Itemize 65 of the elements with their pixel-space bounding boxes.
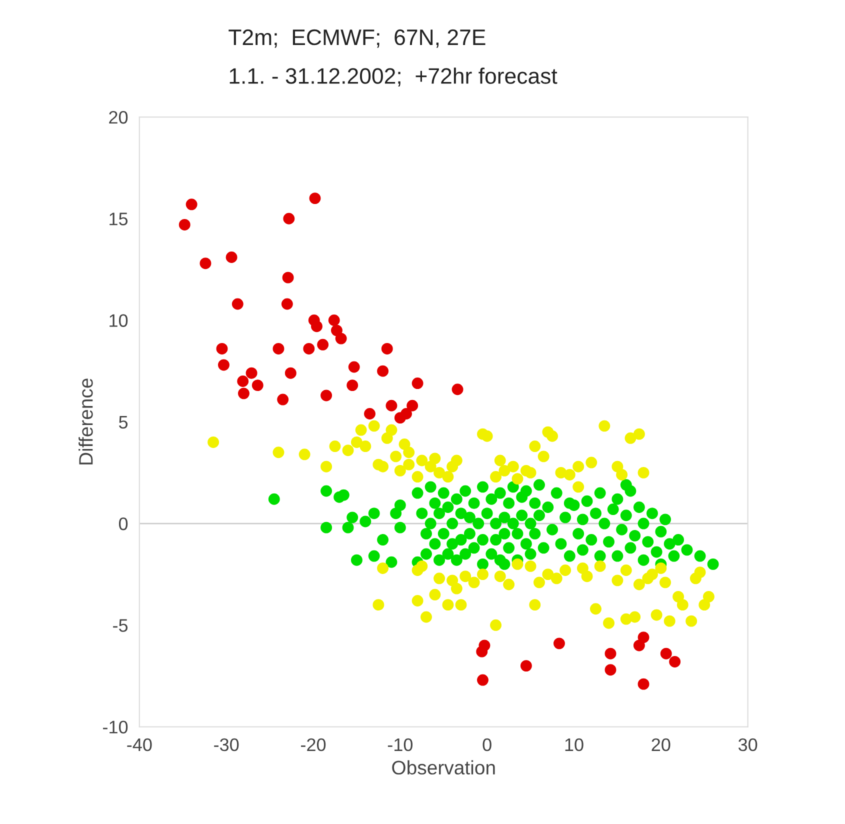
- point: [272, 342, 284, 354]
- point: [317, 338, 329, 350]
- point: [282, 272, 294, 284]
- point: [330, 324, 342, 336]
- x-tick-label: -10: [388, 738, 413, 752]
- point: [377, 365, 389, 377]
- y-tick-label: 10: [110, 314, 128, 327]
- y-tick-label: 0: [118, 517, 128, 530]
- point: [633, 640, 645, 652]
- point: [303, 342, 315, 354]
- point: [604, 648, 616, 660]
- x-tick-label: 20: [652, 738, 670, 752]
- point: [216, 342, 228, 354]
- chart-subtitle: 1.1. - 31.12.2002; +72hr forecast: [230, 68, 558, 87]
- point: [412, 378, 424, 389]
- point: [386, 400, 398, 412]
- y-axis-title: Difference: [78, 378, 93, 464]
- point: [660, 648, 672, 660]
- point: [604, 664, 616, 676]
- point: [381, 342, 393, 354]
- point: [346, 380, 358, 392]
- point: [638, 632, 650, 644]
- point: [520, 660, 532, 672]
- point: [364, 408, 376, 420]
- point: [348, 361, 360, 373]
- point: [178, 219, 190, 230]
- point: [226, 252, 238, 263]
- y-tick-label: 20: [109, 110, 128, 124]
- x-tick-label: -30: [214, 738, 239, 752]
- point: [283, 212, 295, 224]
- point: [320, 390, 332, 402]
- y-tick-label: -10: [103, 720, 128, 734]
- point: [335, 332, 347, 344]
- point: [328, 314, 340, 326]
- point: [281, 298, 293, 310]
- x-tick-label: -20: [301, 738, 326, 752]
- point: [553, 638, 565, 650]
- point: [669, 656, 681, 668]
- point: [477, 674, 488, 686]
- x-tick-label: -40: [127, 738, 152, 752]
- point: [252, 380, 264, 392]
- point: [246, 367, 258, 379]
- y-tick-label: 5: [118, 416, 128, 429]
- y-tick-label: 15: [110, 212, 128, 226]
- point: [232, 298, 244, 310]
- point: [237, 376, 249, 387]
- point: [284, 367, 296, 379]
- chart-title: T2m; ECMWF; 67N, 27E: [228, 29, 486, 48]
- point: [277, 394, 289, 406]
- point: [311, 320, 322, 332]
- x-tick-label: 10: [565, 738, 584, 752]
- x-tick-label: 0: [482, 738, 492, 752]
- point: [638, 678, 650, 690]
- point: [200, 258, 212, 270]
- point: [238, 388, 250, 400]
- point: [186, 198, 198, 210]
- point: [478, 640, 490, 652]
- y-tick-label: -5: [113, 619, 128, 632]
- point: [309, 192, 321, 204]
- x-tick-label: 30: [738, 738, 758, 752]
- point: [218, 359, 230, 371]
- x-axis-title: Observation: [392, 760, 495, 775]
- point: [406, 400, 418, 412]
- point: [452, 384, 464, 396]
- point: [400, 408, 412, 420]
